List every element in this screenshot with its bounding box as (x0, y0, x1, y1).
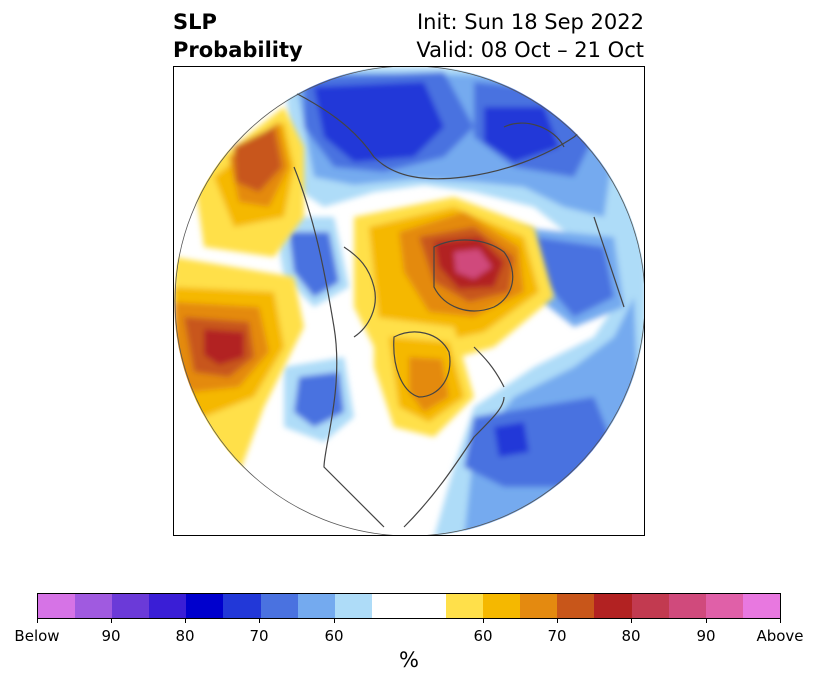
colorbar-segment (260, 594, 298, 618)
colorbar-segment (446, 594, 484, 618)
colorbar-segment (668, 594, 706, 618)
colorbar-tickmark (259, 619, 260, 623)
map-svg (174, 67, 644, 535)
colorbar-segment (334, 594, 372, 618)
colorbar-tick-label: 80 (175, 627, 195, 645)
title-line-2: Probability (173, 38, 303, 62)
colorbar-segment (75, 594, 113, 618)
colorbar-segment (594, 594, 632, 618)
colorbar-segment (408, 594, 447, 618)
init-date: Init: Sun 18 Sep 2022 (416, 10, 644, 34)
valid-range: Valid: 08 Oct – 21 Oct (416, 38, 644, 62)
colorbar-segment (557, 594, 595, 618)
colorbar-segment (371, 594, 409, 618)
colorbar-tick-label: 80 (621, 627, 641, 645)
colorbar-tickmark (111, 619, 112, 623)
colorbar-tick-label: 70 (249, 627, 269, 645)
colorbar-segment (38, 594, 76, 618)
colorbar-segment (297, 594, 335, 618)
colorbar-tick-label: Below (14, 627, 60, 645)
colorbar-tickmark (185, 619, 186, 623)
colorbar-segment (705, 594, 743, 618)
colorbar-tick-label: 90 (696, 627, 716, 645)
colorbar-tickmark (780, 619, 781, 623)
colorbar (37, 593, 781, 619)
colorbar-tickmark (631, 619, 632, 623)
colorbar-unit: % (399, 648, 419, 672)
colorbar-tickmark (334, 619, 335, 623)
colorbar-tickmark (706, 619, 707, 623)
title-line-1: SLP (173, 10, 217, 34)
colorbar-segment (631, 594, 669, 618)
colorbar-tickmark (37, 619, 38, 623)
colorbar-tickmark (557, 619, 558, 623)
colorbar-tick-label: 60 (473, 627, 493, 645)
colorbar-tick-label: 70 (547, 627, 567, 645)
colorbar-tick-label: Above (756, 627, 804, 645)
above-normal-regions (174, 107, 554, 535)
colorbar-tick-label: 60 (324, 627, 344, 645)
colorbar-segment (186, 594, 224, 618)
colorbar-segment (742, 594, 780, 618)
date-info: Init: Sun 18 Sep 2022 Valid: 08 Oct – 21… (416, 8, 644, 64)
colorbar-segment (520, 594, 558, 618)
colorbar-segment (483, 594, 521, 618)
colorbar-segment (223, 594, 261, 618)
colorbar-tick-label: 90 (101, 627, 121, 645)
colorbar-tickmark (483, 619, 484, 623)
probability-map (173, 66, 645, 536)
colorbar-segment (112, 594, 150, 618)
chart-title: SLP Probability (173, 8, 303, 64)
colorbar-segment (149, 594, 187, 618)
